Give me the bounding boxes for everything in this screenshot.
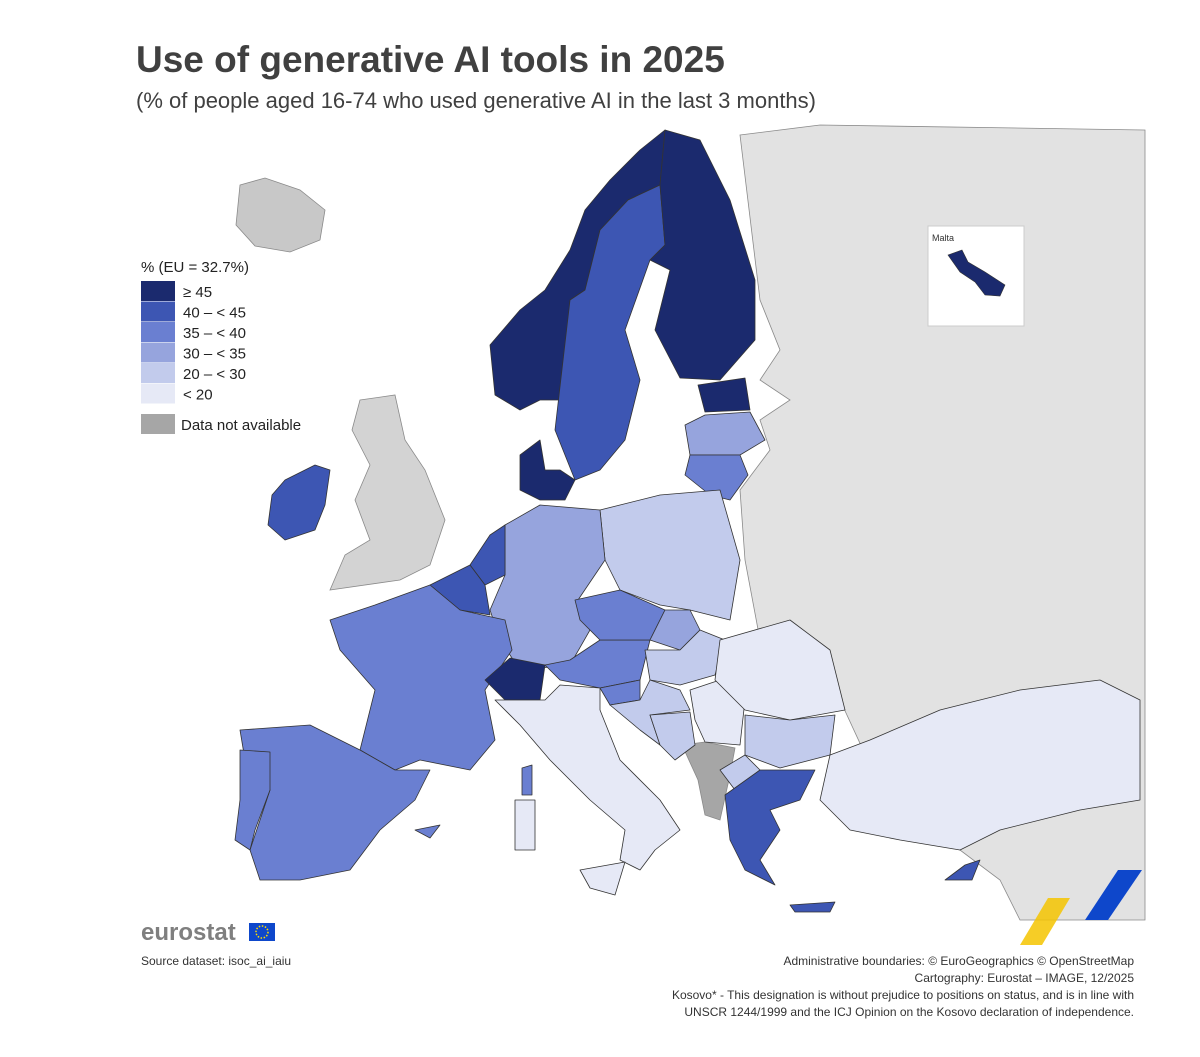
- legend-swatch: [141, 342, 175, 363]
- malta: [947, 249, 1006, 297]
- legend-label: 20 – < 30: [183, 366, 246, 383]
- legend-label: 30 – < 35: [183, 346, 246, 363]
- switzerland: [484, 657, 546, 701]
- deco-yellow: [1020, 898, 1070, 945]
- deco-blue: [1085, 870, 1142, 920]
- countries: [234, 129, 1141, 913]
- credit-line: Kosovo* - This designation is without pr…: [672, 988, 1134, 1002]
- denmark: [519, 439, 576, 501]
- legend-label: Data not available: [181, 417, 301, 434]
- credit-line: Administrative boundaries: © EuroGeograp…: [783, 954, 1134, 968]
- bosnia: [649, 711, 696, 761]
- legend: % (EU = 32.7%) ≥ 45 40 – < 45 35 – < 40 30 …: [141, 259, 301, 434]
- legend-swatch: [141, 322, 175, 342]
- legend-title: % (EU = 32.7%): [141, 259, 249, 276]
- estonia: [697, 377, 751, 413]
- finland: [649, 129, 756, 381]
- balearics: [414, 824, 441, 839]
- legend-label: ≥ 45: [183, 284, 212, 301]
- slovakia: [649, 609, 701, 651]
- legend-swatch: [141, 281, 175, 301]
- ireland: [267, 464, 331, 541]
- credits: Administrative boundaries: © EuroGeograp…: [672, 954, 1134, 1019]
- greece: [724, 769, 816, 886]
- germany: [489, 504, 606, 671]
- eu-flag: [249, 923, 275, 941]
- romania: [714, 619, 846, 721]
- sardinia: [514, 799, 536, 851]
- legend-swatch: [141, 363, 175, 383]
- eu-stars: [255, 925, 269, 939]
- sicily: [579, 861, 626, 896]
- credit-line: UNSCR 1244/1999 and the ICJ Opinion on t…: [684, 1005, 1134, 1019]
- legend-label: 35 – < 40: [183, 325, 246, 342]
- italy: [494, 684, 681, 871]
- legend-swatch: [141, 383, 175, 404]
- croatia: [609, 679, 691, 746]
- poland: [599, 489, 741, 621]
- logo-text: eurostat: [141, 919, 236, 946]
- bulgaria: [744, 714, 836, 769]
- corsica: [521, 764, 533, 796]
- lithuania: [684, 454, 749, 501]
- legend-swatch: [141, 414, 175, 434]
- austria: [544, 639, 651, 689]
- portugal: [234, 749, 271, 851]
- legend-swatch: [141, 301, 175, 322]
- france: [329, 584, 513, 771]
- cyprus: [944, 859, 981, 881]
- legend-label: 40 – < 45: [183, 305, 246, 322]
- crete: [789, 901, 836, 913]
- legend-label: < 20: [183, 387, 213, 404]
- latvia: [684, 411, 766, 456]
- turkey: [819, 679, 1141, 851]
- credit-line: Cartography: Eurostat – IMAGE, 12/2025: [915, 971, 1135, 985]
- title: Use of generative AI tools in 2025: [136, 39, 725, 80]
- malta-inset: Malta: [927, 225, 1025, 327]
- source: Source dataset: isoc_ai_iaiu: [141, 954, 291, 968]
- subtitle: (% of people aged 16-74 who used generat…: [136, 88, 816, 113]
- inset-label: Malta: [932, 233, 954, 243]
- sweden: [554, 184, 666, 481]
